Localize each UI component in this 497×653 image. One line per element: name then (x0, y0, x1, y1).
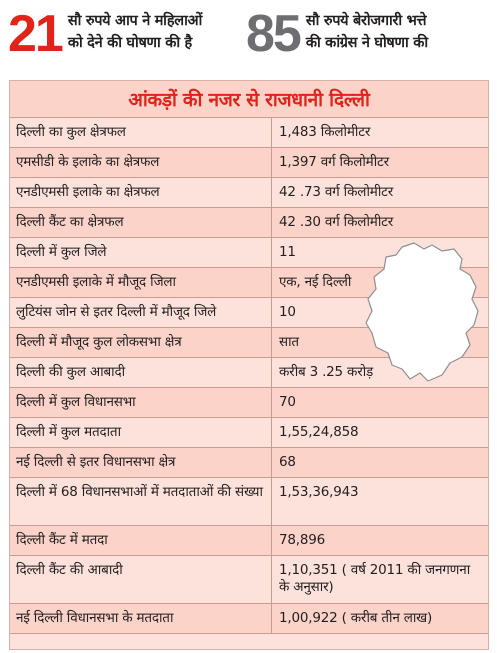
row-label: दिल्ली में मौजूद कुल लोकसभा क्षेत्र (10, 328, 272, 357)
congress-promise-line-2: की कांग्रेस ने घोषणा की (305, 35, 428, 51)
aap-promise-number: 21 (8, 5, 64, 63)
row-value: 10 (279, 304, 296, 320)
row-value: सात (279, 334, 299, 350)
aap-promise: 21 सौ रुपये आप ने महिलाओं को देने की घोष… (8, 6, 244, 64)
row-label: दिल्ली में कुल विधानसभा (10, 388, 272, 417)
row-value: 1,397 वर्ग किलोमीटर (279, 154, 389, 170)
congress-promise-line-1: सौ रुपये बेरोजगारी भत्ते (305, 13, 427, 29)
row-value: 70 (279, 394, 296, 410)
table-row: लुटियंस जोन से इतर दिल्ली में मौजूद जिले… (10, 298, 488, 328)
aap-promise-line-2: को देने की घोषणा की है (67, 35, 192, 51)
table-row: एनडीएमसी इलाके का क्षेत्रफल 42 .73 वर्ग क… (10, 178, 488, 208)
row-value: 11 (279, 244, 296, 260)
row-value: 78,896 (279, 532, 326, 548)
row-value: 68 (279, 454, 296, 470)
table-row: नई दिल्ली से इतर विधानसभा क्षेत्र 68 (10, 448, 488, 478)
row-label: नई दिल्ली विधानसभा के मतदाता (10, 604, 272, 633)
congress-promise-text: सौ रुपये बेरोजगारी भत्ते की कांग्रेस ने … (306, 6, 428, 54)
table-row: दिल्ली कैंट का क्षेत्रफल 42 .30 वर्ग किलो… (10, 208, 488, 238)
table-row: नई दिल्ली विधानसभा के मतदाता 1,00,922 ( क… (10, 604, 488, 634)
congress-promise: 85 सौ रुपये बेरोजगारी भत्ते की कांग्रेस … (246, 6, 492, 64)
table-rows: दिल्ली का कुल क्षेत्रफल 1,483 किलोमीटर एमस… (10, 118, 488, 634)
row-value: करीब 3 .25 करोड़ (279, 364, 374, 380)
row-label: दिल्ली में कुल जिले (10, 238, 272, 267)
table-title: आंकड़ों की नजर से राजधानी दिल्ली (128, 89, 370, 111)
row-label: एनडीएमसी इलाके में मौजूद जिला (10, 268, 272, 297)
row-value: 42 .30 वर्ग किलोमीटर (279, 214, 394, 230)
row-value: 1,483 किलोमीटर (279, 124, 371, 140)
row-label: दिल्ली में 68 विधानसभाओं में मतदाताओं की… (10, 478, 272, 525)
row-label: दिल्ली कैंट में मतदा (10, 526, 272, 555)
table-title-bar: आंकड़ों की नजर से राजधानी दिल्ली (10, 81, 488, 118)
delhi-stats-table: आंकड़ों की नजर से राजधानी दिल्ली दिल्ली … (9, 80, 489, 650)
row-value: 1,55,24,858 (279, 424, 359, 440)
table-row: दिल्ली का कुल क्षेत्रफल 1,483 किलोमीटर (10, 118, 488, 148)
row-label: दिल्ली कैंट की आबादी (10, 556, 272, 603)
table-row: एमसीडी के इलाके का क्षेत्रफल 1,397 वर्ग क… (10, 148, 488, 178)
table-row: एनडीएमसी इलाके में मौजूद जिला एक, नई दिल्… (10, 268, 488, 298)
table-row: दिल्ली कैंट की आबादी 1,10,351 ( वर्ष 2011… (10, 556, 488, 604)
row-label: एनडीएमसी इलाके का क्षेत्रफल (10, 178, 272, 207)
congress-promise-number: 85 (246, 5, 302, 63)
row-value: एक, नई दिल्ली (279, 274, 352, 290)
row-label: दिल्ली की कुल आबादी (10, 358, 272, 387)
row-label: दिल्ली का कुल क्षेत्रफल (10, 118, 272, 147)
table-row: दिल्ली की कुल आबादी करीब 3 .25 करोड़ (10, 358, 488, 388)
table-row: दिल्ली में कुल मतदाता 1,55,24,858 (10, 418, 488, 448)
row-value: 1,00,922 ( करीब तीन लाख) (279, 610, 433, 626)
row-label: लुटियंस जोन से इतर दिल्ली में मौजूद जिले (10, 298, 272, 327)
row-value: 1,53,36,943 (279, 484, 359, 500)
row-value: 1,10,351 ( वर्ष 2011 की जनगणना के अनुसार… (279, 562, 471, 595)
row-label: दिल्ली में कुल मतदाता (10, 418, 272, 447)
row-label: नई दिल्ली से इतर विधानसभा क्षेत्र (10, 448, 272, 477)
table-row: दिल्ली में कुल विधानसभा 70 (10, 388, 488, 418)
aap-promise-line-1: सौ रुपये आप ने महिलाओं (67, 13, 203, 29)
row-label: दिल्ली कैंट का क्षेत्रफल (10, 208, 272, 237)
table-row: दिल्ली में कुल जिले 11 (10, 238, 488, 268)
table-row: दिल्ली में 68 विधानसभाओं में मतदाताओं की… (10, 478, 488, 526)
row-label: एमसीडी के इलाके का क्षेत्रफल (10, 148, 272, 177)
table-row: दिल्ली में मौजूद कुल लोकसभा क्षेत्र सात (10, 328, 488, 358)
aap-promise-text: सौ रुपये आप ने महिलाओं को देने की घोषणा … (67, 6, 203, 54)
row-value: 42 .73 वर्ग किलोमीटर (279, 184, 394, 200)
table-row: दिल्ली कैंट में मतदा 78,896 (10, 526, 488, 556)
